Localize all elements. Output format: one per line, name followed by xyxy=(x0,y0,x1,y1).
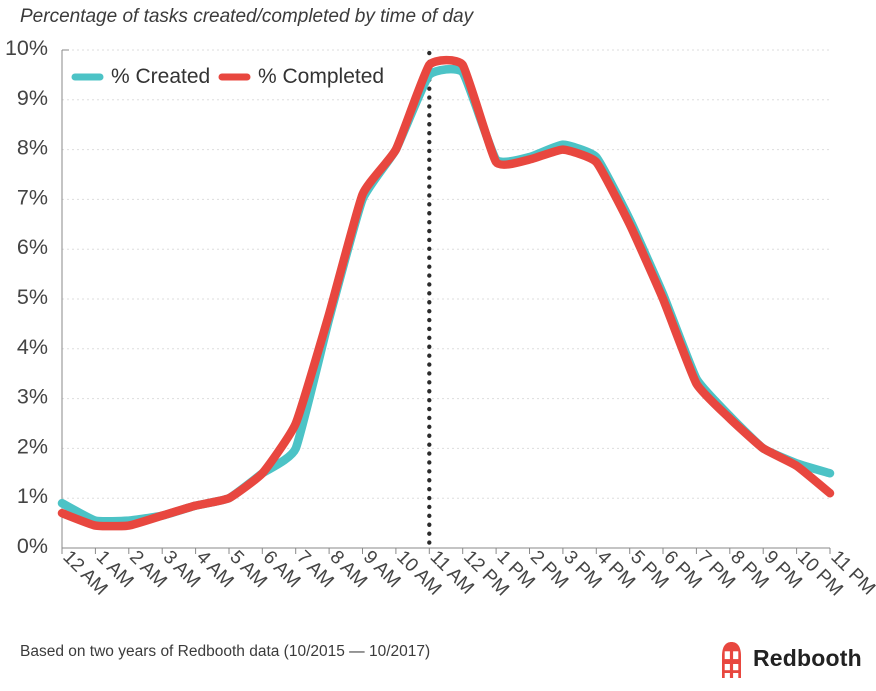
svg-text:% Completed: % Completed xyxy=(258,65,384,88)
svg-text:5%: 5% xyxy=(17,285,48,309)
svg-text:4%: 4% xyxy=(17,335,48,359)
svg-text:4 PM: 4 PM xyxy=(593,547,639,593)
svg-text:2 AM: 2 AM xyxy=(125,547,170,592)
svg-text:9%: 9% xyxy=(17,86,48,110)
svg-text:3%: 3% xyxy=(17,385,48,409)
svg-text:5 PM: 5 PM xyxy=(626,547,672,593)
svg-text:2 PM: 2 PM xyxy=(526,547,572,593)
svg-text:8 AM: 8 AM xyxy=(326,547,371,592)
svg-text:5 AM: 5 AM xyxy=(225,547,270,592)
svg-text:7%: 7% xyxy=(17,185,48,209)
svg-text:3 PM: 3 PM xyxy=(559,547,605,593)
svg-text:1%: 1% xyxy=(17,484,48,508)
svg-text:8 PM: 8 PM xyxy=(726,547,772,593)
svg-text:6%: 6% xyxy=(17,235,48,259)
svg-text:4 AM: 4 AM xyxy=(192,547,237,592)
svg-text:7 AM: 7 AM xyxy=(292,547,337,592)
svg-text:6 PM: 6 PM xyxy=(659,547,705,593)
svg-text:8%: 8% xyxy=(17,136,48,160)
svg-text:0%: 0% xyxy=(17,534,48,558)
svg-text:6 AM: 6 AM xyxy=(259,547,304,592)
svg-text:% Created: % Created xyxy=(111,65,210,88)
svg-text:9 AM: 9 AM xyxy=(359,547,404,592)
svg-text:2%: 2% xyxy=(17,434,48,458)
svg-text:3 AM: 3 AM xyxy=(159,547,204,592)
svg-text:10%: 10% xyxy=(5,36,48,60)
svg-text:9 PM: 9 PM xyxy=(760,547,806,593)
svg-text:7 PM: 7 PM xyxy=(693,547,739,593)
